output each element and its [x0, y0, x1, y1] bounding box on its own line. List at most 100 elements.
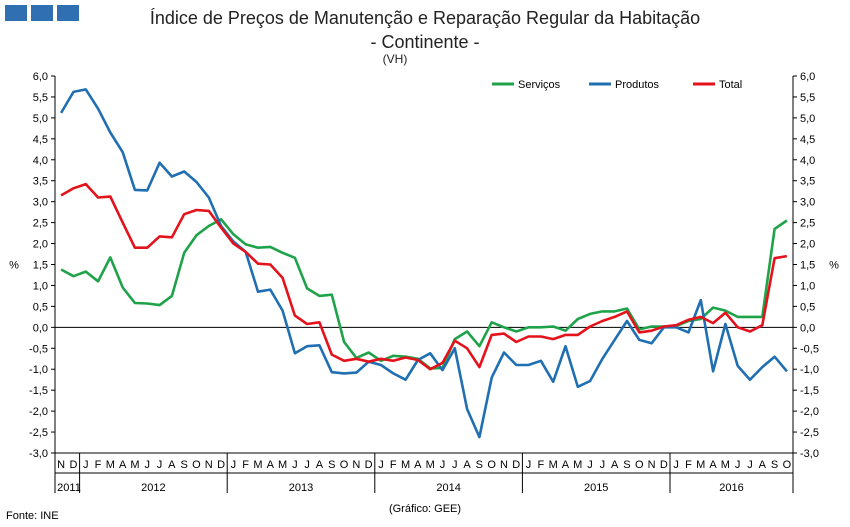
x-year-label: 2013	[289, 482, 313, 494]
series-line-servi-os	[60, 218, 788, 370]
x-month-label: N	[205, 459, 213, 471]
legend-label: Serviços	[518, 79, 561, 91]
logo	[5, 5, 79, 21]
x-month-label: F	[685, 459, 692, 471]
x-month-label: M	[278, 459, 287, 471]
x-month-label: O	[192, 459, 201, 471]
chart-title: Índice de Preços de Manutenção e Reparaç…	[149, 8, 701, 28]
y-tick-label-right: 5,0	[800, 113, 815, 125]
y-tick-label-right: 3,0	[800, 197, 815, 209]
x-month-label: A	[316, 459, 324, 471]
x-month-label: D	[512, 459, 520, 471]
y-tick-label-left: 1,0	[33, 280, 48, 292]
y-tick-label-left: 1,5	[33, 260, 48, 272]
chart-credit: (Gráfico: GEE)	[388, 503, 462, 515]
x-month-label: J	[673, 459, 679, 471]
x-month-label: J	[452, 459, 458, 471]
x-month-label: J	[304, 459, 310, 471]
x-month-label: J	[378, 459, 384, 471]
y-tick-label-left: -3,0	[29, 448, 48, 460]
x-month-label: J	[735, 459, 741, 471]
y-tick-label-left: 2,5	[33, 218, 48, 230]
x-month-label: A	[562, 459, 570, 471]
y-tick-label-left: 3,0	[33, 197, 48, 209]
x-month-label: J	[747, 459, 753, 471]
x-month-label: M	[573, 459, 582, 471]
chart-title-region: - Continente -	[370, 32, 480, 52]
y-tick-label-right: -2,5	[800, 427, 819, 439]
x-month-label: M	[106, 459, 115, 471]
x-month-label: J	[440, 459, 446, 471]
y-tick-label-left: -2,0	[29, 406, 48, 418]
chart-subtitle: (VH)	[382, 52, 408, 66]
x-year-label: 2011	[57, 482, 81, 494]
x-month-label: O	[487, 459, 496, 471]
y-tick-label-right: -1,0	[800, 364, 819, 376]
y-tick-label-right: 4,5	[800, 134, 815, 146]
y-axis-label-left: %	[9, 260, 19, 272]
x-month-label: M	[721, 459, 730, 471]
y-tick-label-right: 2,0	[800, 239, 815, 251]
y-tick-label-right: 5,5	[800, 92, 815, 104]
y-tick-label-left: 4,0	[33, 155, 48, 167]
x-month-label: M	[401, 459, 410, 471]
x-month-label: N	[648, 459, 656, 471]
x-month-label: S	[476, 459, 483, 471]
x-month-label: S	[771, 459, 778, 471]
x-year-label: 2012	[141, 482, 165, 494]
x-month-label: O	[783, 459, 792, 471]
x-month-label: N	[500, 459, 508, 471]
x-month-label: M	[696, 459, 705, 471]
legend-label: Total	[719, 79, 742, 91]
source-note: Fonte: INE	[6, 510, 59, 522]
series-line-produtos	[59, 88, 788, 439]
x-month-label: S	[328, 459, 335, 471]
x-month-label: A	[709, 459, 717, 471]
x-month-label: J	[83, 459, 89, 471]
x-month-label: M	[549, 459, 558, 471]
x-month-label: F	[390, 459, 397, 471]
y-tick-label-left: 4,5	[33, 134, 48, 146]
logo-block	[57, 5, 79, 21]
x-month-label: J	[600, 459, 606, 471]
y-tick-label-right: 4,0	[800, 155, 815, 167]
x-month-label: A	[463, 459, 471, 471]
y-tick-label-right: 1,5	[800, 260, 815, 272]
y-tick-label-right: 0,0	[800, 322, 815, 334]
y-tick-label-left: 5,0	[33, 113, 48, 125]
y-tick-label-left: 0,0	[33, 322, 48, 334]
x-month-label: O	[340, 459, 349, 471]
y-tick-label-left: 2,0	[33, 239, 48, 251]
y-tick-label-right: 3,5	[800, 176, 815, 188]
x-month-label: D	[365, 459, 373, 471]
x-month-label: A	[168, 459, 176, 471]
y-axis-label-right: %	[829, 260, 839, 272]
x-year-label: 2016	[719, 482, 743, 494]
y-tick-label-left: -1,5	[29, 385, 48, 397]
y-tick-label-left: 5,5	[33, 92, 48, 104]
x-month-label: A	[267, 459, 275, 471]
x-month-label: J	[526, 459, 532, 471]
x-year-label: 2015	[584, 482, 608, 494]
x-month-label: J	[157, 459, 163, 471]
y-tick-label-right: 0,5	[800, 301, 815, 313]
x-month-label: F	[537, 459, 544, 471]
y-tick-label-right: -2,0	[800, 406, 819, 418]
y-tick-label-right: -1,5	[800, 385, 819, 397]
x-month-label: F	[95, 459, 102, 471]
logo-block	[5, 5, 27, 21]
x-month-label: N	[352, 459, 360, 471]
x-month-label: A	[414, 459, 422, 471]
y-tick-label-left: 0,5	[33, 301, 48, 313]
legend-label: Produtos	[615, 79, 660, 91]
x-month-label: M	[130, 459, 139, 471]
y-tick-label-left: 3,5	[33, 176, 48, 188]
x-month-label: J	[145, 459, 151, 471]
x-month-label: D	[660, 459, 668, 471]
x-month-label: S	[180, 459, 187, 471]
x-month-label: A	[119, 459, 127, 471]
logo-block	[31, 5, 53, 21]
series-line-total	[60, 182, 788, 371]
y-tick-label-right: 6,0	[800, 71, 815, 83]
